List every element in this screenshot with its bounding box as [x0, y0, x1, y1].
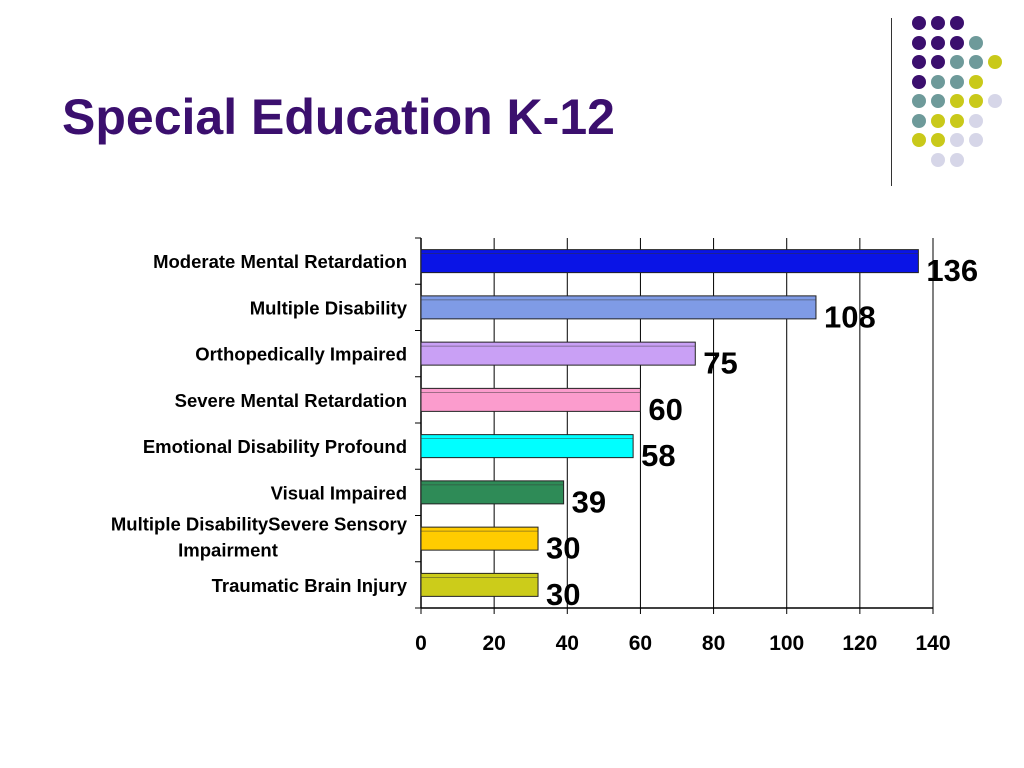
category-label: Moderate Mental Retardation	[153, 251, 407, 272]
decorative-dot	[912, 113, 926, 128]
decorative-dot	[912, 55, 926, 69]
decorative-dot	[931, 74, 945, 89]
decorative-dot	[950, 74, 964, 89]
data-label: 30	[546, 577, 580, 612]
x-tick-label: 120	[842, 632, 877, 655]
data-label: 39	[572, 484, 606, 519]
decorative-dot	[950, 152, 964, 167]
decorative-dot	[950, 55, 964, 69]
x-tick-label: 60	[629, 632, 652, 655]
decorative-dot	[912, 35, 926, 50]
x-tick-label: 0	[415, 632, 427, 655]
category-label: Impairment	[178, 540, 278, 561]
decorative-dot	[950, 35, 964, 50]
data-label: 108	[824, 299, 876, 334]
category-label: Visual Impaired	[271, 482, 407, 503]
decorative-dot	[912, 16, 926, 30]
x-tick-label: 40	[556, 632, 579, 655]
decorative-dot	[931, 55, 945, 69]
category-label: Multiple Disability	[250, 297, 408, 318]
data-label: 30	[546, 531, 580, 566]
decorative-dot	[969, 133, 983, 147]
decorative-dot	[950, 94, 964, 108]
data-label: 60	[648, 392, 682, 427]
bar	[420, 295, 817, 320]
data-label: 58	[641, 438, 675, 473]
decorative-dot	[969, 74, 983, 89]
decorative-dot	[912, 94, 926, 108]
decorative-dot	[988, 55, 1002, 69]
bar	[420, 526, 539, 551]
category-label: Orthopedically Impaired	[195, 344, 407, 365]
x-tick-label: 20	[482, 632, 505, 655]
decorative-dot	[950, 16, 964, 30]
decorative-dot	[931, 152, 945, 167]
bar	[420, 434, 634, 459]
decorative-dot	[950, 113, 964, 128]
x-tick-label: 80	[702, 632, 725, 655]
decorative-dot	[969, 55, 983, 69]
category-label: Emotional Disability Profound	[143, 436, 407, 457]
bar	[420, 249, 919, 274]
category-label: Severe Mental Retardation	[175, 390, 407, 411]
decorative-dot	[950, 133, 964, 147]
decorative-dot	[912, 74, 926, 89]
decorative-dot	[988, 94, 1002, 108]
data-label: 136	[926, 253, 978, 288]
decorative-dot	[931, 35, 945, 50]
slide-title: Special Education K-12	[62, 89, 615, 145]
bar	[420, 480, 565, 505]
decorative-dot	[931, 133, 945, 147]
decorative-dot	[969, 94, 983, 108]
bar	[420, 572, 539, 597]
bar	[420, 387, 641, 412]
data-label: 75	[703, 346, 737, 381]
x-tick-label: 100	[769, 632, 804, 655]
decorative-dot	[912, 133, 926, 147]
decorative-dot	[931, 94, 945, 108]
bar	[420, 341, 696, 366]
decorative-dot	[931, 16, 945, 30]
category-label: Traumatic Brain Injury	[212, 575, 408, 596]
title-divider-line	[891, 18, 892, 186]
decorative-dot	[969, 35, 983, 50]
category-label: Multiple DisabilitySevere Sensory	[111, 514, 408, 535]
x-tick-label: 140	[915, 632, 950, 655]
decorative-dot	[931, 113, 945, 128]
decorative-dot	[969, 113, 983, 128]
